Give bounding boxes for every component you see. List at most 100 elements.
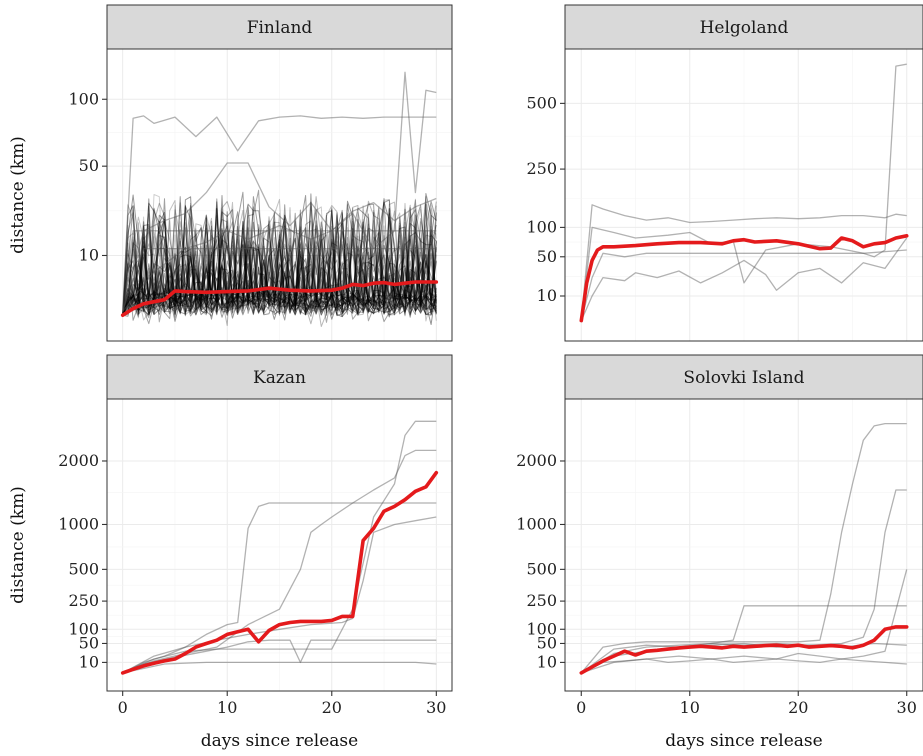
background-track	[122, 196, 437, 316]
background-track	[122, 249, 437, 323]
background-track	[122, 200, 437, 327]
background-track	[122, 227, 437, 316]
x-axis-title: days since release	[665, 731, 822, 751]
background-track	[122, 278, 437, 321]
y-tick-label: 100	[68, 89, 99, 108]
background-track	[122, 236, 437, 321]
background-track	[122, 204, 437, 316]
background-track	[122, 259, 437, 320]
background-track	[122, 191, 437, 316]
background-track	[122, 198, 437, 316]
background-track	[122, 220, 437, 316]
y-tick-label: 100	[526, 217, 557, 236]
x-axis-title: days since release	[201, 731, 358, 751]
y-tick-label: 10	[79, 245, 99, 264]
background-track	[122, 270, 437, 316]
individual-track	[580, 422, 907, 674]
background-track	[122, 263, 437, 322]
x-tick-label: 10	[217, 698, 237, 717]
background-track	[122, 288, 437, 319]
y-tick-label: 10	[537, 286, 557, 305]
individual-track	[580, 204, 907, 321]
background-track	[122, 218, 437, 317]
y-tick-label: 50	[79, 156, 99, 175]
background-track	[122, 243, 437, 316]
background-track	[122, 206, 437, 316]
facet-label: Helgoland	[700, 18, 789, 38]
y-tick-label: 10	[537, 652, 557, 671]
individual-track	[580, 237, 908, 321]
individual-track	[122, 247, 437, 312]
individual-track	[580, 63, 907, 321]
y-tick-label: 50	[79, 633, 99, 652]
y-axis-title: distance (km)	[8, 136, 28, 254]
individual-track	[122, 230, 437, 312]
individual-track	[122, 639, 437, 674]
background-track	[122, 218, 437, 316]
panel-border	[564, 48, 923, 342]
panel-border	[564, 398, 923, 692]
background-track	[122, 230, 437, 317]
background-track	[122, 218, 437, 316]
individual-track	[122, 162, 437, 312]
panel-border	[106, 48, 453, 342]
background-track	[122, 194, 437, 316]
series-group	[579, 422, 909, 675]
background-track	[122, 221, 437, 325]
background-track	[122, 189, 437, 316]
background-track	[122, 207, 437, 316]
y-tick-label: 500	[526, 559, 557, 578]
background-track	[122, 211, 437, 316]
grid	[565, 399, 923, 691]
background-track	[122, 260, 437, 316]
series-group	[120, 71, 439, 327]
background-track	[122, 210, 437, 316]
y-tick-label: 500	[68, 559, 99, 578]
background-track	[122, 207, 437, 316]
background-track	[122, 220, 437, 316]
y-tick-label: 10	[79, 652, 99, 671]
background-track	[122, 242, 437, 320]
background-track	[122, 283, 437, 320]
background-track	[122, 194, 437, 316]
background-track	[122, 199, 437, 316]
y-axis-title: distance (km)	[8, 486, 28, 604]
background-track	[122, 235, 437, 316]
individual-track	[122, 502, 437, 674]
individual-track	[122, 115, 437, 312]
facet-label: Solovki Island	[683, 368, 804, 388]
grid	[565, 49, 923, 341]
background-track	[122, 193, 437, 316]
y-tick-label: 250	[526, 159, 557, 178]
y-tick-label: 250	[68, 591, 99, 610]
background-track	[122, 198, 437, 316]
individual-track	[581, 658, 907, 674]
y-tick-label: 100	[68, 619, 99, 638]
y-tick-label: 2000	[516, 451, 557, 470]
y-tick-label: 500	[526, 93, 557, 112]
individual-track	[581, 569, 908, 674]
panel-helgoland: Helgoland 10 50 100 250 500	[526, 4, 923, 342]
background-track	[122, 199, 437, 316]
y-tick-label: 50	[537, 247, 557, 266]
panel-border	[106, 398, 453, 692]
background-track	[122, 287, 437, 321]
panel-finland: Finland 10 50 100 distance (km)	[8, 4, 453, 342]
background-track	[122, 241, 437, 316]
background-track	[122, 277, 437, 325]
background-track	[122, 198, 437, 316]
facet-label: Kazan	[253, 368, 306, 388]
background-track	[122, 238, 437, 325]
grid	[107, 399, 452, 691]
individual-track	[122, 71, 437, 313]
individual-track	[122, 516, 437, 674]
facet-label: Finland	[247, 18, 313, 38]
x-tick-label: 20	[322, 698, 342, 717]
mean-track	[579, 234, 909, 323]
background-track	[122, 201, 437, 316]
background-track	[122, 206, 437, 316]
background-track	[122, 225, 437, 319]
